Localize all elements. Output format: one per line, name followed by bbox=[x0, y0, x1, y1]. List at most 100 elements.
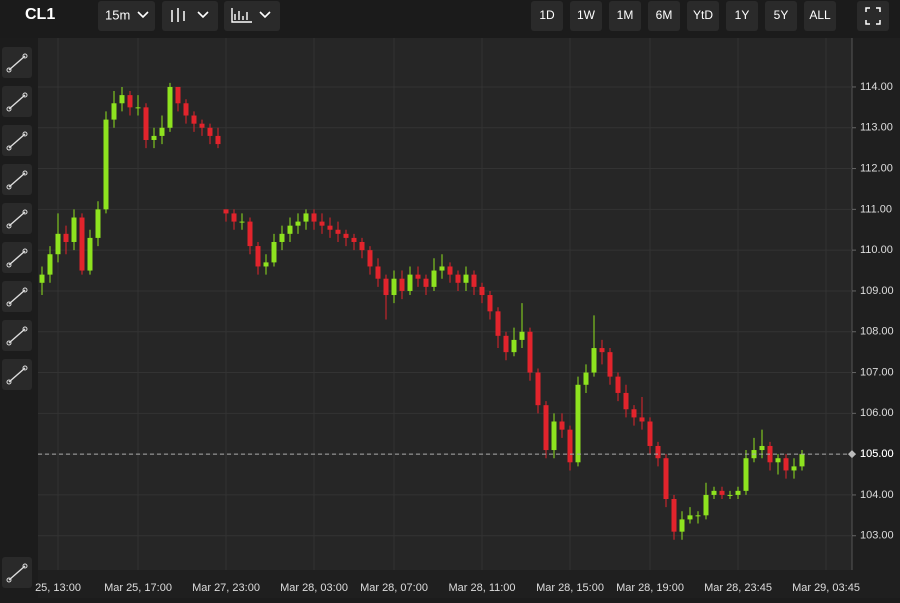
candle-body bbox=[383, 278, 389, 296]
range-label: 1W bbox=[577, 8, 596, 22]
candle-body bbox=[407, 274, 413, 291]
x-tick-label: Mar 28, 19:00 bbox=[616, 582, 684, 594]
candle-body bbox=[655, 445, 661, 459]
candle-body bbox=[631, 409, 637, 418]
y-tick-label: 105.00 bbox=[860, 448, 894, 460]
indicator-button[interactable] bbox=[224, 1, 280, 31]
drawing-tool[interactable] bbox=[2, 281, 32, 312]
candle-body bbox=[519, 331, 525, 340]
drawing-tool[interactable] bbox=[2, 164, 32, 195]
drawing-tool[interactable] bbox=[2, 557, 32, 588]
candle-body bbox=[783, 458, 789, 471]
candle-body bbox=[463, 274, 469, 283]
fullscreen-button[interactable] bbox=[857, 1, 889, 31]
tool-handle bbox=[22, 170, 28, 176]
candle-body bbox=[159, 127, 165, 136]
candle-body bbox=[447, 266, 453, 275]
candle-body bbox=[391, 278, 397, 296]
x-tick-label: Mar 28, 07:00 bbox=[360, 582, 428, 594]
x-tick-label: Mar 28, 15:00 bbox=[536, 582, 604, 594]
candle-body bbox=[351, 237, 357, 242]
button-bg bbox=[857, 1, 889, 31]
range-button[interactable]: 1M bbox=[609, 1, 641, 31]
candle-body bbox=[175, 86, 181, 104]
drawing-tool[interactable] bbox=[2, 203, 32, 234]
candle-body bbox=[167, 86, 173, 128]
candle-body bbox=[671, 499, 677, 532]
y-tick-label: 107.00 bbox=[860, 366, 894, 378]
drawing-tool[interactable] bbox=[2, 125, 32, 156]
chevron bbox=[137, 11, 149, 19]
tool-icon bbox=[8, 328, 26, 344]
drawing-tool[interactable] bbox=[2, 359, 32, 390]
candle-body bbox=[135, 107, 141, 109]
button-bg bbox=[609, 1, 641, 31]
candle-body bbox=[415, 274, 421, 279]
candle-body bbox=[199, 123, 205, 128]
candle-body bbox=[575, 384, 581, 463]
candle-body bbox=[103, 119, 109, 210]
tool-icon bbox=[8, 55, 26, 71]
tool-handle bbox=[6, 145, 12, 151]
range-button[interactable]: 1W bbox=[570, 1, 602, 31]
candle-body bbox=[607, 352, 613, 377]
chart-type-button[interactable] bbox=[162, 1, 218, 31]
range-label: 1Y bbox=[735, 8, 750, 22]
candle-body bbox=[759, 445, 765, 451]
tool-handle bbox=[22, 365, 28, 371]
candle-body bbox=[223, 209, 229, 214]
candle-body bbox=[127, 95, 133, 108]
candle-body bbox=[703, 494, 709, 516]
tool-icon bbox=[8, 367, 26, 383]
drawing-tool[interactable] bbox=[2, 86, 32, 117]
candle-body bbox=[591, 348, 597, 373]
button-bg bbox=[531, 1, 563, 31]
tool-handle bbox=[6, 262, 12, 268]
button-bg bbox=[687, 1, 719, 31]
candle-body bbox=[255, 246, 261, 267]
fullscreen-icon bbox=[865, 7, 881, 25]
candle-body bbox=[399, 278, 405, 291]
range-button[interactable]: ALL bbox=[804, 1, 836, 31]
last-price-marker bbox=[848, 450, 856, 459]
tool-handle bbox=[22, 53, 28, 59]
symbol: CL1 bbox=[25, 6, 55, 23]
candle-body bbox=[191, 115, 197, 124]
candle-body bbox=[527, 331, 533, 373]
y-tick-label: 109.00 bbox=[860, 285, 894, 297]
candle-body bbox=[367, 250, 373, 267]
candle-body bbox=[247, 221, 253, 247]
candle-body bbox=[303, 213, 309, 222]
interval-label: 15m bbox=[105, 7, 130, 22]
tool-icon bbox=[8, 211, 26, 227]
y-tick-label: 106.00 bbox=[860, 407, 894, 419]
range-button[interactable]: YtD bbox=[687, 1, 719, 31]
candle-body bbox=[271, 241, 277, 263]
candle-body bbox=[215, 135, 221, 145]
candle-body bbox=[735, 490, 741, 495]
candle-body bbox=[719, 490, 725, 495]
candle-body bbox=[687, 515, 693, 520]
drawing-tool[interactable] bbox=[2, 320, 32, 351]
drawing-tool[interactable] bbox=[2, 242, 32, 273]
range-button[interactable]: 1Y bbox=[726, 1, 758, 31]
interval-button[interactable]: 15m bbox=[98, 1, 155, 31]
tool-handle bbox=[6, 223, 12, 229]
y-tick-label: 113.00 bbox=[860, 122, 893, 134]
candle-body bbox=[231, 213, 237, 222]
tool-handle bbox=[22, 287, 28, 293]
candle-body bbox=[727, 494, 733, 496]
tool-handle bbox=[6, 379, 12, 385]
range-button[interactable]: 5Y bbox=[765, 1, 797, 31]
x-tick-label: Mar 27, 23:00 bbox=[192, 582, 260, 594]
candle-body bbox=[583, 372, 589, 385]
range-button[interactable]: 6M bbox=[648, 1, 680, 31]
drawing-tool[interactable] bbox=[2, 47, 32, 78]
range-label: 1D bbox=[539, 8, 555, 22]
candle-body bbox=[143, 107, 149, 140]
y-tick-label: 103.00 bbox=[860, 530, 894, 542]
range-button[interactable]: 1D bbox=[531, 1, 563, 31]
candle-body bbox=[623, 392, 629, 410]
candle-body bbox=[639, 417, 645, 422]
